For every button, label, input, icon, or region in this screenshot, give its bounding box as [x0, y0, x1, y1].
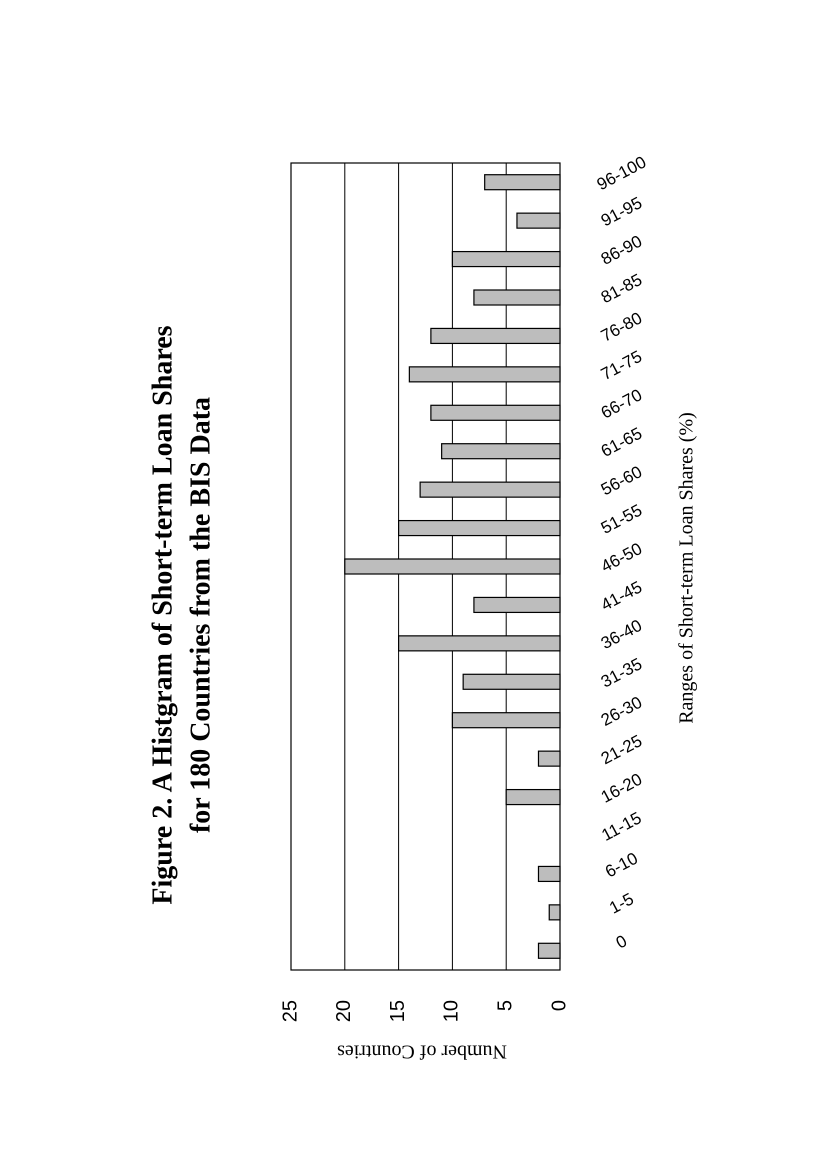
x-tick-label: 71-75: [598, 347, 645, 384]
bar: [430, 327, 561, 345]
bar: [408, 366, 561, 383]
x-tick-label: 16-20: [598, 770, 645, 807]
bar: [473, 596, 561, 614]
bar: [537, 942, 561, 959]
chart-title: Figure 2. A Histgram of Short-term Loan …: [147, 325, 178, 904]
bar: [344, 558, 561, 575]
y-tick-label: 15: [387, 1000, 409, 1022]
bar: [537, 750, 561, 767]
bar: [537, 865, 561, 883]
bar: [398, 635, 561, 652]
bar: [505, 788, 561, 806]
x-tick-label: 66-70: [598, 385, 645, 422]
x-tick-label: 51-55: [598, 501, 645, 538]
x-tick-label: 11-15: [598, 808, 644, 845]
bar: [451, 712, 561, 729]
x-tick-label: 1-5: [606, 889, 637, 917]
x-tick-label: 46-50: [598, 539, 645, 576]
x-tick-label: 76-80: [598, 308, 645, 345]
bar: [441, 443, 561, 460]
y-tick-label: 10: [441, 1000, 463, 1022]
bar: [419, 481, 561, 498]
y-tick-label: 25: [279, 1000, 301, 1022]
x-tick-label: 56-60: [598, 462, 645, 499]
y-tick-label: 5: [494, 1000, 516, 1011]
chart-subtitle: for 180 Countries from the BIS Data: [185, 397, 216, 833]
x-tick-label: 41-45: [598, 577, 645, 614]
x-tick-label: 86-90: [598, 232, 645, 269]
x-tick-label: 31-35: [598, 654, 645, 691]
bar: [462, 673, 561, 690]
x-tick-label: 6-10: [602, 849, 641, 882]
y-tick-label: 0: [548, 1000, 570, 1011]
x-tick-label: 96-100: [594, 153, 650, 195]
bar: [548, 904, 561, 921]
x-tick-label: 61-65: [598, 424, 645, 461]
bar: [430, 404, 561, 421]
x-tick-label: 21-25: [598, 731, 645, 768]
x-tick-label: 91-95: [598, 193, 645, 230]
x-tick-label: 81-85: [598, 270, 645, 307]
y-axis-label: Number of Countries: [337, 1040, 507, 1062]
bar: [473, 289, 561, 306]
bar: [451, 250, 561, 268]
bar: [398, 519, 561, 537]
bar: [484, 174, 561, 191]
x-tick-label: 36-40: [598, 616, 645, 653]
x-tick-label: 0: [613, 931, 630, 952]
y-tick-label: 20: [333, 1000, 355, 1022]
x-tick-label: 26-30: [598, 693, 645, 730]
x-axis-label: Ranges of Short-term Loan Shares (%): [676, 412, 698, 724]
bar: [516, 212, 561, 229]
